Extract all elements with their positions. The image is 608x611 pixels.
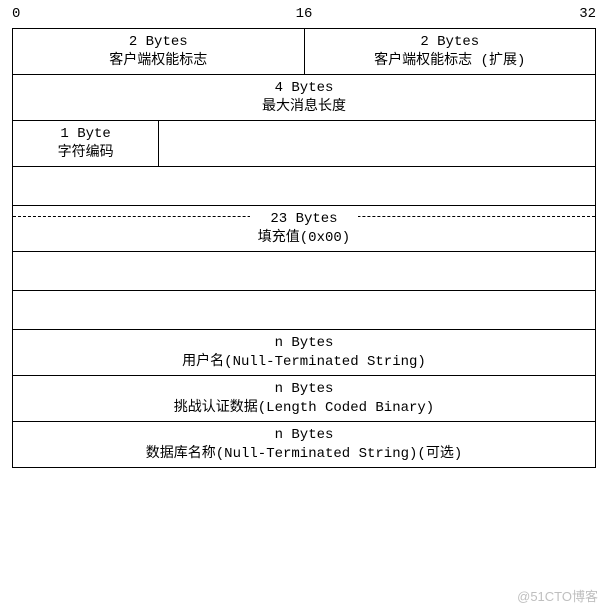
- field-label: 挑战认证数据(Length Coded Binary): [174, 399, 434, 417]
- field-label: 客户端权能标志: [109, 52, 207, 70]
- field-database: n Bytes 数据库名称(Null-Terminated String)(可选…: [13, 422, 595, 467]
- row-username: n Bytes 用户名(Null-Terminated String): [13, 330, 595, 376]
- field-label: 最大消息长度: [262, 98, 346, 116]
- row-charset: 1 Byte 字符编码: [13, 121, 595, 167]
- field-auth: n Bytes 挑战认证数据(Length Coded Binary): [13, 376, 595, 421]
- packet-structure-diagram: 2 Bytes 客户端权能标志 2 Bytes 客户端权能标志 (扩展) 4 B…: [12, 28, 596, 468]
- bit-ruler: 0 16 32: [12, 6, 596, 28]
- field-client-flags: 2 Bytes 客户端权能标志: [13, 29, 304, 74]
- row-database: n Bytes 数据库名称(Null-Terminated String)(可选…: [13, 422, 595, 467]
- field-size: n Bytes: [275, 334, 334, 352]
- field-filler: 23 Bytes 填充值(0x00): [250, 210, 358, 246]
- field-username: n Bytes 用户名(Null-Terminated String): [13, 330, 595, 375]
- row-filler-1: [13, 167, 595, 206]
- field-label: 填充值(0x00): [258, 229, 350, 247]
- row-client-flags: 2 Bytes 客户端权能标志 2 Bytes 客户端权能标志 (扩展): [13, 29, 595, 75]
- field-label: 数据库名称(Null-Terminated String)(可选): [146, 445, 462, 463]
- ruler-0: 0: [12, 6, 20, 22]
- field-label: 字符编码: [58, 144, 114, 162]
- row-auth: n Bytes 挑战认证数据(Length Coded Binary): [13, 376, 595, 422]
- field-label: 客户端权能标志 (扩展): [374, 52, 525, 70]
- row-filler-2: [13, 252, 595, 291]
- field-size: n Bytes: [275, 380, 334, 398]
- watermark: @51CTO博客: [517, 586, 598, 605]
- field-charset: 1 Byte 字符编码: [13, 121, 158, 166]
- row-filler-label: 23 Bytes 填充值(0x00): [13, 206, 595, 252]
- field-size: 2 Bytes: [420, 33, 479, 51]
- field-size: n Bytes: [275, 426, 334, 444]
- row-max-packet: 4 Bytes 最大消息长度: [13, 75, 595, 121]
- field-client-flags-ext: 2 Bytes 客户端权能标志 (扩展): [304, 29, 596, 74]
- ruler-16: 16: [296, 6, 313, 22]
- ruler-32: 32: [579, 6, 596, 22]
- row-filler-3: [13, 291, 595, 330]
- field-size: 23 Bytes: [270, 210, 337, 228]
- field-blank: [158, 121, 595, 166]
- field-size: 1 Byte: [60, 125, 110, 143]
- field-size: 2 Bytes: [129, 33, 188, 51]
- field-size: 4 Bytes: [275, 79, 334, 97]
- field-max-packet: 4 Bytes 最大消息长度: [13, 75, 595, 120]
- field-label: 用户名(Null-Terminated String): [182, 353, 426, 371]
